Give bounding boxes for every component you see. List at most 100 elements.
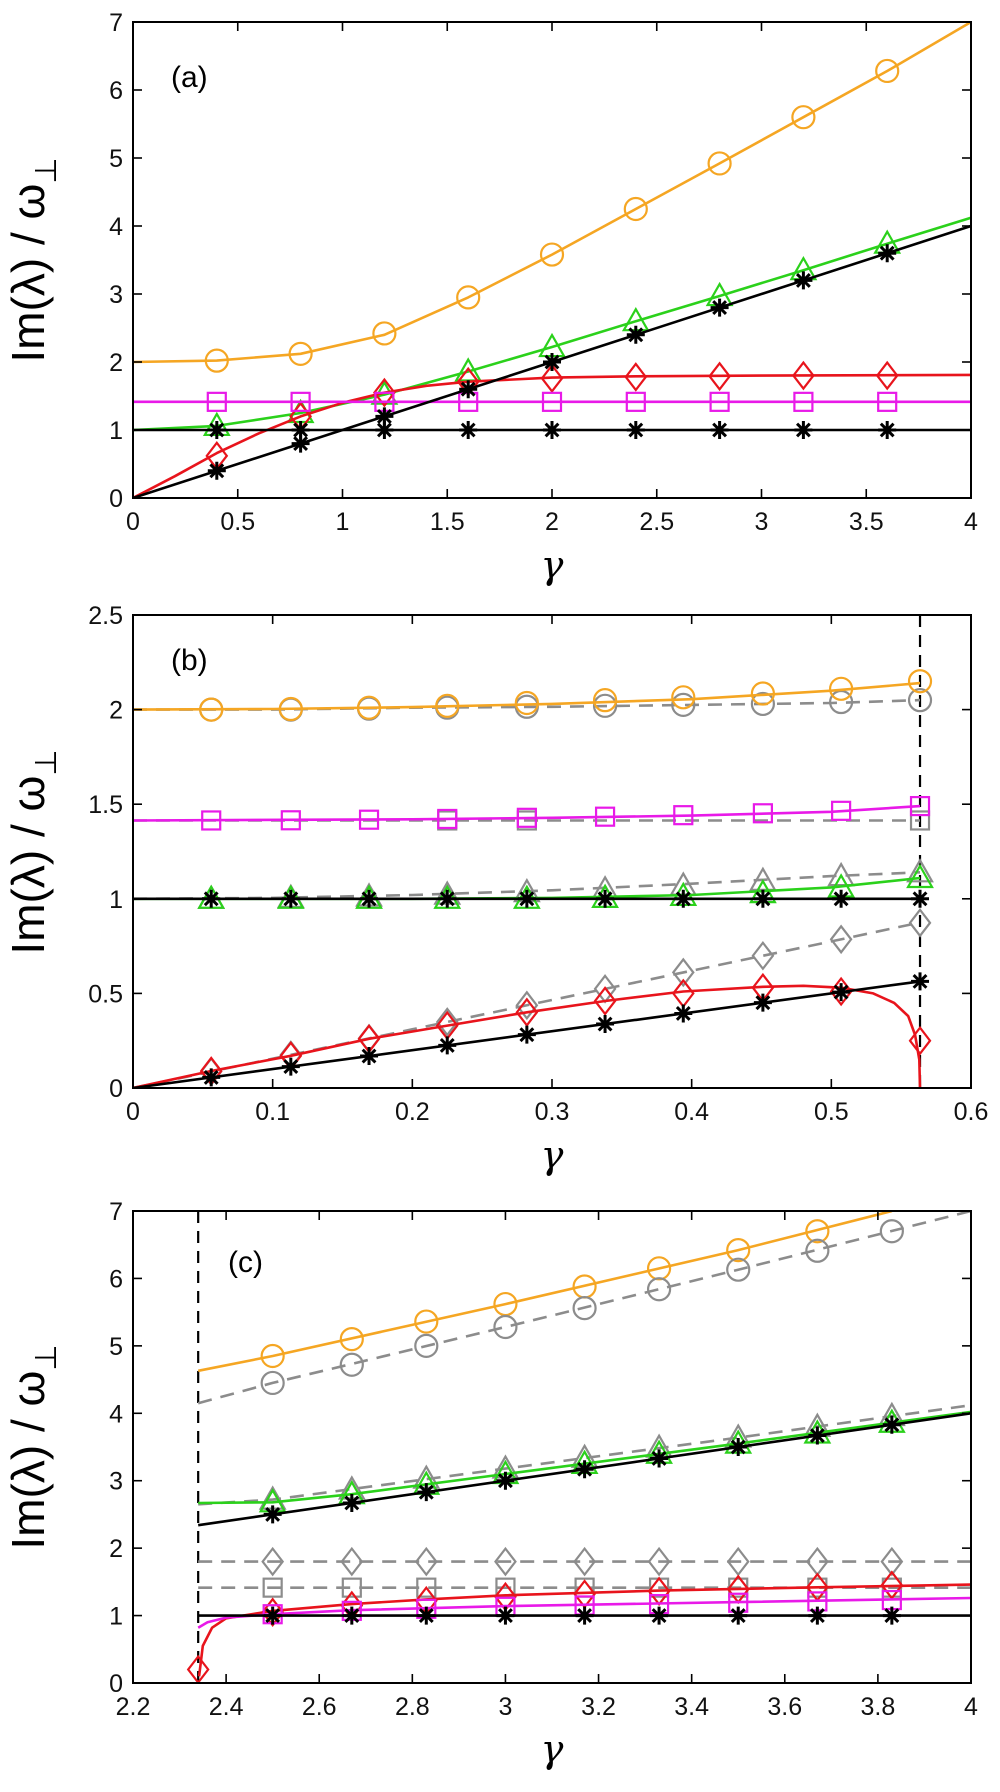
red-diamond-curve	[197, 1583, 971, 1677]
panel-c-series	[186, 1211, 971, 1683]
gray-circle-marker	[260, 1370, 285, 1396]
gray-square-marker	[262, 1577, 283, 1598]
red-diamond-marker	[515, 997, 539, 1028]
magenta-square-marker	[594, 806, 616, 827]
panel-a-ylabel-group: Im(λ) / ω⊥	[2, 157, 63, 362]
black-star-flat-marker	[281, 889, 300, 908]
x-tick-label: 0.4	[674, 1098, 709, 1126]
panel-a-plot-area	[133, 22, 971, 498]
black-star-flat-marker	[626, 421, 645, 439]
y-tick-label: 4	[109, 1400, 123, 1428]
x-tick-label: 4	[964, 1693, 978, 1721]
orange-circle-marker	[204, 348, 229, 373]
black-star-linear-marker	[575, 1460, 594, 1479]
y-tick-label: 0	[109, 485, 123, 513]
orange-circle-marker	[623, 196, 648, 222]
panel-c-label: (c)	[228, 1246, 263, 1279]
x-tick-label: 3.2	[581, 1693, 616, 1721]
x-tick-label: 3.4	[674, 1693, 709, 1721]
black-star-linear-marker	[674, 1004, 693, 1023]
y-tick-label: 7	[109, 1198, 123, 1226]
gray-diamond-marker	[494, 1546, 517, 1577]
y-tick-label: 4	[109, 213, 123, 241]
black-star-linear-marker	[202, 1068, 221, 1087]
x-tick-label: 0	[126, 508, 140, 536]
x-tick-label: 0.1	[255, 1098, 290, 1126]
black-star-linear-marker	[882, 1415, 901, 1434]
panel-b-series	[133, 615, 934, 1088]
red-diamond-curve	[133, 984, 922, 1088]
magenta-square-marker	[673, 805, 694, 826]
panel-b-ylabel-group: Im(λ) / ω⊥	[2, 749, 63, 954]
gray-diamond-marker	[908, 908, 932, 938]
y-tick-label: 7	[109, 9, 123, 37]
y-tick-label: 0	[109, 1670, 123, 1698]
x-tick-label: 2.2	[116, 1693, 151, 1721]
red-diamond-marker	[261, 1597, 285, 1628]
panel-b: 0 0.1 0.2 0.3 0.4 0.5 0.6 0 0.5 1 1.5 2 2.5 (b) γ Im…	[2, 602, 988, 1177]
black-star-linear-marker	[911, 972, 930, 991]
black-star-linear-marker	[596, 1015, 615, 1034]
gray-triangle-curve	[198, 1403, 971, 1506]
black-star-linear-marker	[496, 1471, 515, 1490]
black-star-flat-marker	[794, 421, 813, 439]
gray-circle-marker	[414, 1333, 439, 1358]
black-star-flat-marker	[832, 889, 851, 908]
black-star-flat-marker	[291, 421, 310, 439]
orange-circle-marker	[372, 321, 397, 346]
gray-diamond-marker	[751, 940, 775, 971]
magenta-square-marker	[909, 795, 931, 817]
x-tick-label: 2.5	[639, 508, 674, 536]
series-orange-circle	[133, 669, 933, 722]
panel-c-plot-area	[186, 1211, 971, 1683]
y-tick-label: 3	[109, 1468, 123, 1496]
black-star-linear-marker	[710, 298, 729, 317]
black-star-flat-marker	[650, 1606, 669, 1625]
y-tick-label: 6	[109, 1265, 123, 1293]
magenta-square-marker	[206, 391, 227, 412]
x-tick-label: 3.5	[849, 508, 884, 536]
gray-triangle-marker	[906, 858, 934, 883]
magenta-square-marker	[793, 391, 814, 412]
black-star-linear-marker	[832, 983, 851, 1002]
black-star-flat-marker	[808, 1606, 827, 1625]
panel-a-series	[133, 22, 971, 498]
orange-circle-marker	[907, 669, 933, 694]
gray-square-marker	[416, 1577, 437, 1598]
black-star-flat-marker	[517, 889, 536, 908]
magenta-square-marker	[709, 391, 730, 412]
panel-b-plot-area	[133, 615, 934, 1088]
x-tick-label: 2.4	[209, 1693, 244, 1721]
series-gray-circle	[197, 1211, 971, 1405]
y-tick-label: 5	[109, 1333, 123, 1361]
magenta-square-marker	[280, 810, 301, 831]
y-tick-label: 1	[109, 1603, 123, 1631]
red-diamond-marker	[593, 986, 617, 1016]
orange-circle-marker	[707, 151, 732, 176]
y-tick-label: 3	[109, 281, 123, 309]
y-tick-label: 2	[109, 349, 123, 377]
black-star-flat-marker	[710, 421, 729, 439]
panel-a-ticks: 0 0.5 1 1.5 2 2.5 3 3.5 4 0 1 2 3 4 5 6 7	[109, 9, 978, 536]
x-tick-label: 0.2	[395, 1098, 430, 1126]
gray-diamond-marker	[573, 1546, 596, 1577]
orange-circle-marker	[805, 1219, 830, 1244]
magenta-square-marker	[625, 391, 646, 412]
green-triangle-curve	[198, 1410, 971, 1505]
gray-diamond-marker	[671, 957, 695, 988]
panel-a-ylabel: Im(λ) / ω⊥	[2, 157, 63, 362]
gray-square-marker	[909, 810, 931, 831]
x-tick-label: 3	[498, 1693, 512, 1721]
black-star-linear-marker	[517, 1025, 536, 1044]
orange-circle-marker	[199, 697, 224, 722]
magenta-square-marker	[516, 807, 537, 828]
gray-diamond-marker	[261, 1546, 285, 1577]
x-tick-label: 1.5	[430, 508, 465, 536]
x-tick-label: 2	[545, 508, 559, 536]
panel-c-xlabel: γ	[541, 1727, 564, 1771]
orange-circle-marker	[435, 693, 460, 718]
x-tick-label: 0.5	[814, 1098, 849, 1126]
black-star-linear-marker	[291, 434, 310, 453]
orange-circle-marker	[539, 242, 565, 267]
x-tick-label: 3.8	[861, 1693, 896, 1721]
